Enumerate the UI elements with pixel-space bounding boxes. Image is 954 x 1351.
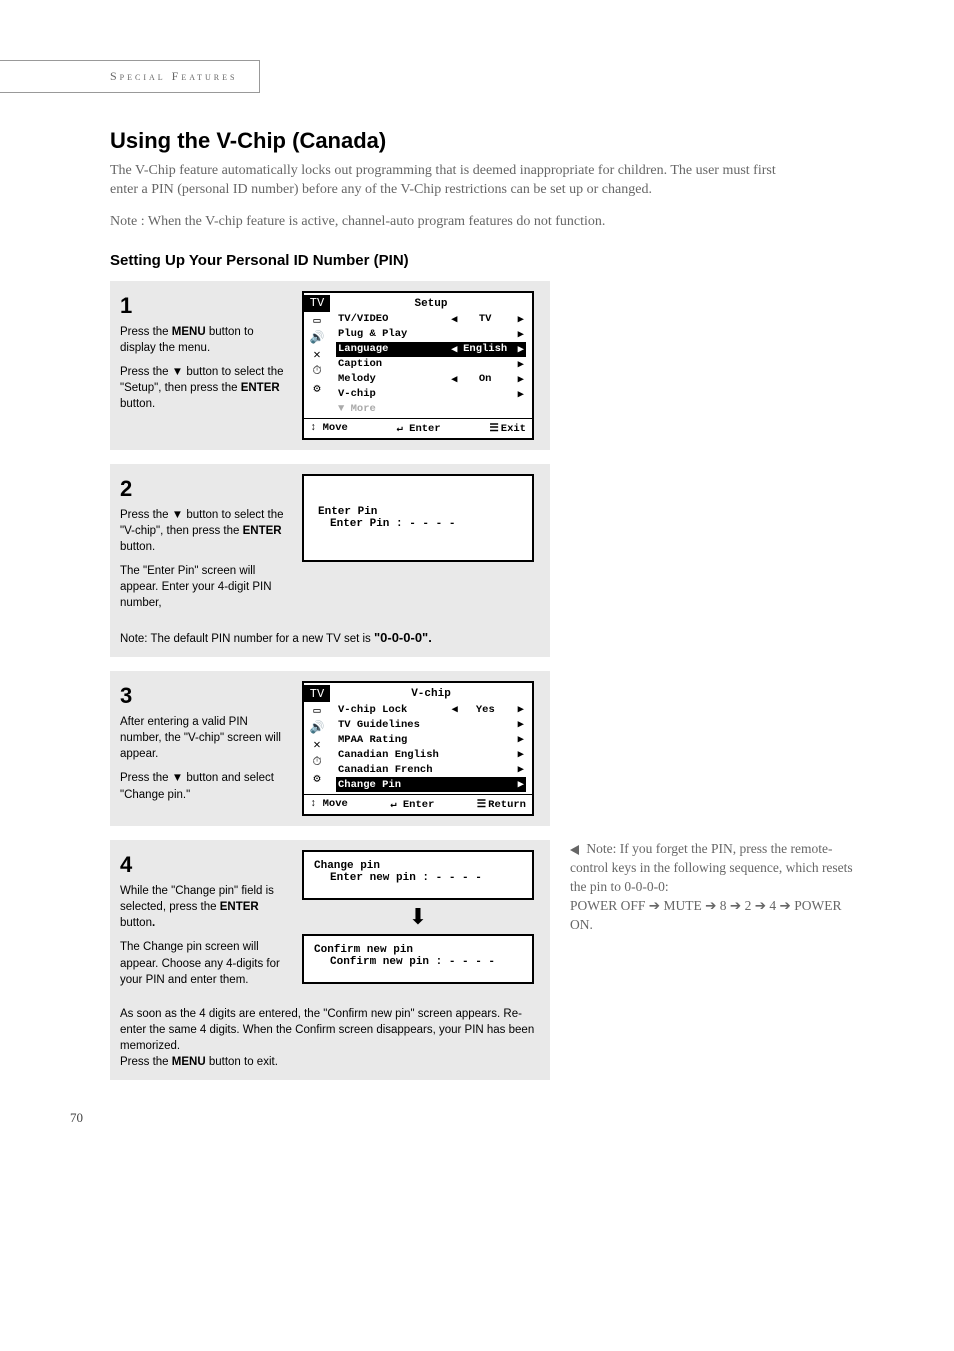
osd-footer: Move Enter Exit bbox=[304, 418, 532, 438]
step-4-foot-b-b: MENU bbox=[172, 1056, 206, 1068]
osd-change-pin: Change pin Enter new pin : - - - - bbox=[302, 850, 534, 900]
osd-change-pin-title: Change pin bbox=[314, 860, 522, 872]
osd-menu-row: MPAA Rating▶ bbox=[336, 732, 526, 747]
osd3-title: V-chip bbox=[336, 685, 526, 702]
step-2-text: 2 Press the ▼ button to select the "V-ch… bbox=[120, 474, 290, 619]
osd-icon-column: TV ▭ 🔊 ✕ ⏱ ⚙ bbox=[304, 293, 330, 418]
osd-icon-4: ⏱ bbox=[304, 363, 330, 380]
osd-enter-pin: Enter Pin Enter Pin : - - - - bbox=[302, 474, 534, 562]
step-1-p2c: button. bbox=[120, 398, 155, 410]
osd-menu-row: V-chip▶ bbox=[336, 387, 526, 402]
side-note-l1: Note: If you forget the PIN, press the r… bbox=[570, 841, 853, 894]
step-4-number: 4 bbox=[120, 850, 290, 881]
step-2-foot-b: "0-0-0-0". bbox=[374, 630, 432, 645]
osd-menu-row: Canadian English▶ bbox=[336, 747, 526, 762]
osd-enter-pin-line: Enter Pin : - - - - bbox=[318, 518, 518, 530]
step-2-foot-a: Note: The default PIN number for a new T… bbox=[120, 633, 374, 645]
step-4-foot-b-c: button to exit. bbox=[206, 1056, 278, 1068]
osd-menu-row: Melody◀On▶ bbox=[336, 372, 526, 387]
sn-p2: 8 bbox=[716, 898, 730, 913]
osd-foot-enter: Enter bbox=[397, 422, 441, 435]
osd-icon-2: 🔊 bbox=[304, 329, 330, 346]
osd-vchip: TV ▭ 🔊 ✕ ⏱ ⚙ V-chip V-chip Lock◀Yes▶TV G… bbox=[302, 681, 534, 816]
osd-confirm-pin: Confirm new pin Confirm new pin : - - - … bbox=[302, 934, 534, 984]
osd-confirm-pin-title: Confirm new pin bbox=[314, 944, 522, 956]
sn-p3: 2 bbox=[741, 898, 755, 913]
osd-icon-3: ✕ bbox=[304, 346, 330, 363]
osd-change-pin-line: Enter new pin : - - - - bbox=[314, 872, 522, 884]
osd-tab-tv-2: TV bbox=[304, 685, 330, 702]
intro-paragraph: The V-Chip feature automatically locks o… bbox=[110, 162, 790, 200]
osd-menu-row: Language◀English▶ bbox=[336, 342, 526, 357]
osd-menu-row: TV/VIDEO◀TV▶ bbox=[336, 312, 526, 327]
osd-enter-pin-title: Enter Pin bbox=[318, 506, 518, 518]
step-2: 2 Press the ▼ button to select the "V-ch… bbox=[110, 464, 550, 658]
arrow-down-icon: ⬇ bbox=[302, 906, 534, 928]
osd-menu-row: Caption▶ bbox=[336, 357, 526, 372]
osd-icon-1: ▭ bbox=[304, 312, 330, 329]
step-4-footnote: As soon as the 4 digits are entered, the… bbox=[120, 1006, 540, 1070]
step-3-number: 3 bbox=[120, 681, 290, 712]
osd-menu-row: Change Pin▶ bbox=[336, 777, 526, 792]
osd-confirm-pin-line: Confirm new pin : - - - - bbox=[314, 956, 522, 968]
step-4: 4 While the "Change pin" field is select… bbox=[110, 840, 550, 1080]
step-4-enter: ENTER bbox=[220, 901, 259, 913]
sn-p1: MUTE bbox=[660, 898, 705, 913]
step-1-number: 1 bbox=[120, 291, 290, 322]
step-3: 3 After entering a valid PIN number, the… bbox=[110, 671, 550, 826]
sn-p0: POWER OFF bbox=[570, 898, 649, 913]
step-2-enter: ENTER bbox=[243, 525, 282, 537]
osd3-icon-2: 🔊 bbox=[304, 719, 330, 736]
step-4-osd-stack: Change pin Enter new pin : - - - - ⬇ Con… bbox=[302, 850, 534, 984]
osd3-foot-move: Move bbox=[310, 798, 348, 811]
step-4-p2: The Change pin screen will appear. Choos… bbox=[120, 939, 290, 987]
step-2-number: 2 bbox=[120, 474, 290, 505]
note-active: Note : When the V-chip feature is active… bbox=[110, 214, 884, 230]
osd3-icon-1: ▭ bbox=[304, 702, 330, 719]
step-4-foot-a: As soon as the 4 digits are entered, the… bbox=[120, 1008, 534, 1052]
osd-foot-move: Move bbox=[310, 422, 348, 435]
step-4-p1c: button bbox=[120, 917, 152, 929]
step-1-p1a: Press the bbox=[120, 326, 172, 338]
step-1-enter: ENTER bbox=[241, 382, 280, 394]
osd3-icon-3: ✕ bbox=[304, 736, 330, 753]
step-4-text: 4 While the "Change pin" field is select… bbox=[120, 850, 290, 995]
step-3-p1: After entering a valid PIN number, the "… bbox=[120, 714, 290, 762]
osd3-icon-4: ⏱ bbox=[304, 753, 330, 770]
osd-title: Setup bbox=[336, 295, 526, 312]
step-3-p2: Press the ▼ button and select "Change pi… bbox=[120, 770, 290, 802]
step-4-foot-b-a: Press the bbox=[120, 1056, 172, 1068]
step-2-p1c: button. bbox=[120, 541, 155, 553]
subheading: Setting Up Your Personal ID Number (PIN) bbox=[110, 252, 884, 269]
step-3-text: 3 After entering a valid PIN number, the… bbox=[120, 681, 290, 810]
step-4-p1d: . bbox=[152, 917, 155, 929]
osd3-foot-enter: Enter bbox=[390, 798, 434, 811]
osd3-footer: Move Enter Return bbox=[304, 794, 532, 814]
step-1-menu: MENU bbox=[172, 326, 206, 338]
osd-menu-row: V-chip Lock◀Yes▶ bbox=[336, 702, 526, 717]
step-2-p2: The "Enter Pin" screen will appear. Ente… bbox=[120, 563, 290, 611]
osd-menu-row: TV Guidelines▶ bbox=[336, 717, 526, 732]
section-header: Special Features bbox=[0, 60, 260, 93]
step-1-text: 1 Press the MENU button to display the m… bbox=[120, 291, 290, 420]
sn-p4: 4 bbox=[766, 898, 780, 913]
osd-icon-5: ⚙ bbox=[304, 380, 330, 397]
triangle-left-icon bbox=[570, 845, 579, 855]
osd-vchip-menu: V-chip V-chip Lock◀Yes▶TV Guidelines▶MPA… bbox=[330, 683, 532, 794]
step-1: 1 Press the MENU button to display the m… bbox=[110, 281, 550, 450]
osd3-icon-5: ⚙ bbox=[304, 770, 330, 787]
step-2-footnote: Note: The default PIN number for a new T… bbox=[120, 629, 540, 647]
osd-icon-column-2: TV ▭ 🔊 ✕ ⏱ ⚙ bbox=[304, 683, 330, 794]
osd-foot-exit: Exit bbox=[489, 422, 526, 435]
page-number: 70 bbox=[70, 1110, 884, 1126]
side-note: Note: If you forget the PIN, press the r… bbox=[570, 840, 855, 934]
osd-menu-row: ▼ More bbox=[336, 402, 526, 416]
osd-tab-tv: TV bbox=[304, 295, 330, 312]
osd3-foot-return: Return bbox=[477, 798, 526, 811]
osd-menu-row: Canadian French▶ bbox=[336, 762, 526, 777]
osd-menu-row: Plug & Play▶ bbox=[336, 327, 526, 342]
osd-setup-menu: Setup TV/VIDEO◀TV▶Plug & Play▶Language◀E… bbox=[330, 293, 532, 418]
page-title: Using the V-Chip (Canada) bbox=[110, 128, 884, 154]
osd-setup: TV ▭ 🔊 ✕ ⏱ ⚙ Setup TV/VIDEO◀TV▶Plug & Pl… bbox=[302, 291, 534, 440]
